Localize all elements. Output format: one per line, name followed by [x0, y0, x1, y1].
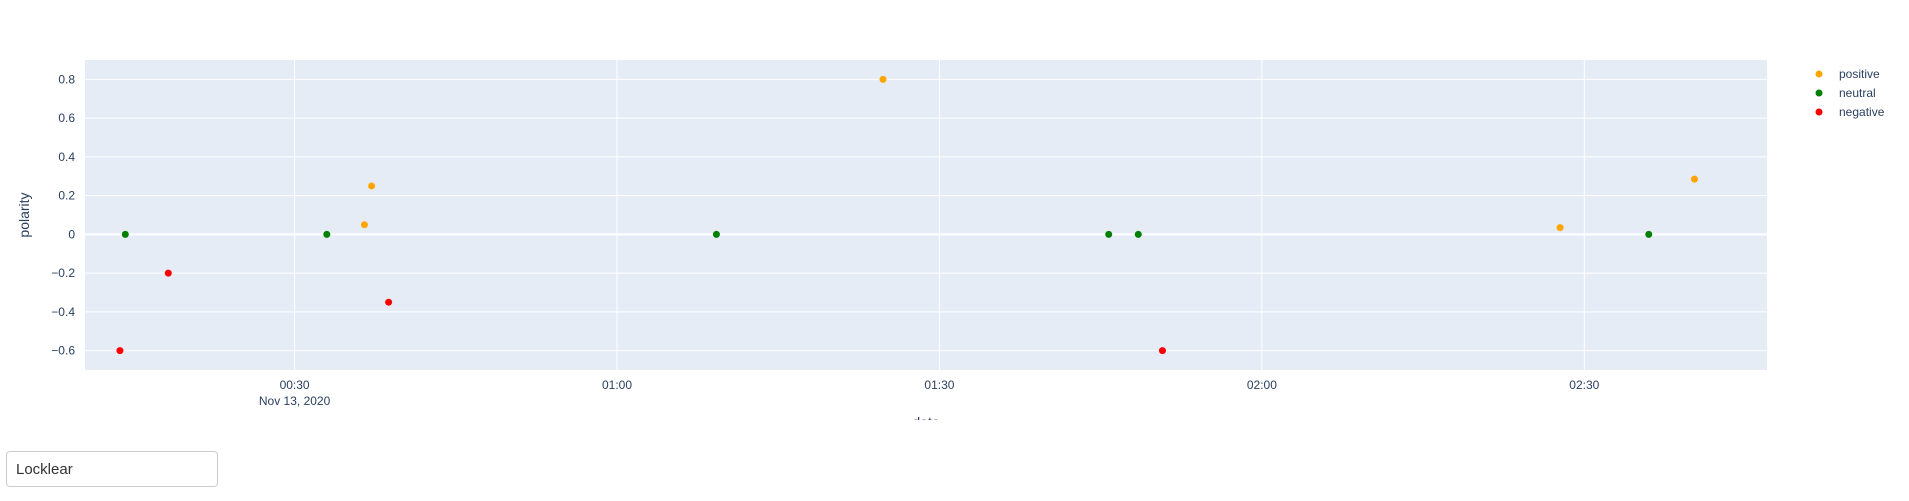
legend-label: neutral	[1839, 86, 1876, 100]
data-point-neutral	[1134, 230, 1142, 238]
y-tick-label: 0.2	[58, 189, 75, 203]
legend-marker	[1815, 70, 1823, 78]
grid-lines	[85, 60, 1767, 370]
data-points	[116, 75, 1698, 355]
dropdown-selected-value: Locklear	[16, 460, 73, 478]
y-tick-label: 0.8	[58, 72, 75, 86]
data-point-positive	[368, 182, 376, 190]
data-point-positive	[1556, 224, 1564, 232]
x-tick-label: 02:00	[1247, 378, 1277, 392]
y-tick-label: −0.2	[51, 266, 75, 280]
data-point-positive	[879, 75, 887, 83]
y-tick-label: 0.6	[58, 111, 75, 125]
data-point-neutral	[121, 230, 129, 238]
data-point-neutral	[1105, 230, 1113, 238]
data-point-positive	[360, 221, 368, 229]
x-tick-label: 02:30	[1569, 378, 1599, 392]
y-axis-title: polarity	[16, 192, 32, 237]
legend-item-neutral[interactable]: neutral	[1815, 86, 1876, 100]
name-dropdown[interactable]: Locklear	[6, 451, 218, 487]
legend: positive neutral negative	[1815, 67, 1885, 119]
data-point-neutral	[712, 230, 720, 238]
legend-label: negative	[1839, 105, 1885, 119]
data-point-negative	[164, 269, 172, 277]
data-point-positive	[1690, 175, 1698, 183]
x-tick-label: 01:30	[924, 378, 954, 392]
data-point-negative	[1158, 347, 1166, 355]
data-point-neutral	[323, 230, 331, 238]
y-tick-label: −0.4	[51, 305, 75, 319]
y-tick-label: −0.6	[51, 344, 75, 358]
legend-item-negative[interactable]: negative	[1815, 105, 1885, 119]
x-tick-label: 01:00	[602, 378, 632, 392]
y-axis-ticks: 0.8 0.6 0.4 0.2 0 −0.2 −0.4 −0.6	[51, 72, 75, 357]
data-point-negative	[385, 298, 393, 306]
x-axis-title: date	[912, 414, 939, 420]
data-point-neutral	[1645, 230, 1653, 238]
y-tick-label: 0	[68, 227, 75, 241]
legend-marker	[1815, 89, 1823, 97]
scatter-chart: 00:30 Nov 13, 2020 01:00 01:30 02:00 02:30 0.…	[16, 60, 1885, 420]
legend-label: positive	[1839, 67, 1880, 81]
plot-area	[85, 60, 1767, 370]
x-tick-label: 00:30	[280, 378, 310, 392]
legend-item-positive[interactable]: positive	[1815, 67, 1881, 81]
data-point-negative	[116, 347, 124, 355]
x-tick-sublabel: Nov 13, 2020	[259, 394, 331, 408]
legend-marker	[1815, 108, 1823, 116]
y-tick-label: 0.4	[58, 150, 75, 164]
x-axis-ticks: 00:30 Nov 13, 2020 01:00 01:30 02:00 02:30	[259, 378, 1600, 408]
